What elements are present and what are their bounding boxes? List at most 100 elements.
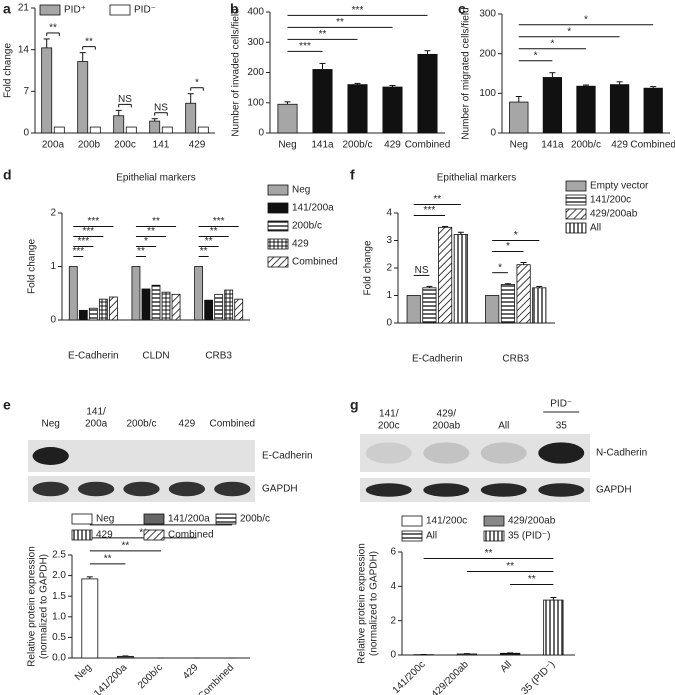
significance-label: ** — [137, 246, 145, 257]
x-tick-label: Neg — [510, 140, 528, 151]
panel-letter: d — [3, 167, 12, 183]
bar — [422, 287, 437, 324]
legend-swatch — [401, 515, 423, 527]
legend-label: 429 — [96, 530, 113, 541]
significance-label: ** — [122, 540, 130, 551]
y-tick-label: 1.5 — [52, 591, 66, 602]
y-axis-label: Fold change — [27, 239, 38, 294]
band-label: E-Cadherin — [262, 451, 313, 462]
bar — [312, 69, 333, 134]
significance-label: ** — [49, 23, 57, 34]
y-tick-label: 100 — [247, 97, 264, 108]
x-tick-label: 200a — [42, 140, 65, 151]
bar — [406, 295, 421, 324]
bar — [204, 299, 214, 321]
y-tick-label: 100 — [479, 88, 496, 99]
lane-label: 141/ — [379, 409, 399, 420]
x-tick-label: 141/200a — [92, 662, 130, 695]
lane-label: Neg — [42, 419, 60, 430]
y-tick-label: 300 — [479, 9, 496, 20]
x-tick-label: 35 (PID⁻) — [520, 659, 558, 695]
significance-label: * — [506, 241, 510, 252]
bar — [509, 101, 529, 134]
significance-label: *** — [352, 5, 364, 16]
x-tick-label: 141a — [541, 140, 564, 151]
bar — [516, 264, 531, 324]
bar — [125, 126, 137, 134]
x-tick-label: 429 — [384, 140, 401, 151]
legend-label: Neg — [292, 185, 310, 196]
legend-swatch — [39, 4, 61, 16]
significance-label: * — [584, 14, 588, 25]
y-axis-label: Number of invaded cells/field — [231, 8, 242, 136]
significance-label: ** — [200, 246, 208, 257]
band-label: GAPDH — [596, 485, 632, 496]
legend-label: Combined — [168, 530, 214, 541]
bar — [417, 53, 438, 134]
legend-label: 141/200c — [590, 195, 631, 206]
bar — [149, 120, 161, 134]
legend-swatch — [109, 4, 131, 16]
y-tick-label: 21 — [18, 3, 30, 14]
bar — [499, 652, 521, 656]
bar — [141, 288, 151, 321]
bar — [277, 103, 298, 134]
blot-band — [365, 442, 412, 464]
significance-label: ** — [210, 226, 218, 237]
significance-label: *** — [72, 246, 84, 257]
legend-label: 141/200a — [292, 203, 334, 214]
lane-group-label: PID⁻ — [550, 399, 572, 410]
significance-label: *** — [424, 205, 436, 216]
legend-label: 200b/c — [292, 221, 322, 232]
significance-label: ** — [433, 194, 441, 205]
bar — [108, 296, 118, 321]
x-tick-label: CRB3 — [502, 354, 529, 365]
legend-label: Neg — [96, 514, 114, 525]
bar — [116, 655, 134, 659]
bar — [609, 84, 630, 134]
bar — [543, 599, 564, 656]
bar — [500, 284, 515, 324]
legend-swatch — [565, 180, 587, 192]
blot-band — [32, 447, 69, 465]
y-tick-label: 200 — [479, 48, 496, 59]
y-tick-label: 200 — [247, 67, 264, 78]
y-tick-label: 2 — [386, 263, 392, 274]
significance-label: *** — [213, 216, 225, 227]
x-tick-label: All — [498, 659, 514, 675]
blot-band — [77, 481, 115, 497]
panel-letter: g — [350, 397, 359, 413]
significance-label: * — [534, 50, 538, 61]
bar — [485, 295, 500, 324]
legend-label: 141/200c — [426, 516, 467, 527]
chart-title: Epithelial markers — [116, 173, 195, 184]
bar — [41, 47, 53, 134]
x-tick-label: 200b — [78, 140, 101, 151]
lane-label: 141/ — [86, 407, 106, 418]
bar — [438, 226, 453, 324]
y-tick-label: 7 — [23, 86, 29, 97]
significance-label: ** — [485, 548, 493, 559]
bar — [214, 293, 224, 321]
legend-label: Empty vector — [590, 181, 649, 192]
y-tick-label: 300 — [247, 37, 264, 48]
blot-band — [214, 481, 251, 497]
x-tick-label: 429 — [189, 140, 206, 151]
y-tick-label: 1 — [386, 290, 392, 301]
blot-band — [423, 483, 470, 497]
y-tick-label: 0 — [50, 315, 56, 326]
bar — [643, 87, 663, 134]
significance-label: ** — [528, 574, 536, 585]
legend-label: 141/200a — [168, 514, 210, 525]
legend-swatch — [71, 529, 93, 541]
blot-band — [168, 481, 206, 497]
bar — [131, 266, 141, 321]
significance-label: ** — [152, 216, 160, 227]
x-tick-label: CRB3 — [205, 351, 232, 362]
y-axis-label: (normalized to GAPDH) — [369, 551, 380, 656]
panel-letter: f — [350, 167, 355, 183]
blot-band — [480, 483, 527, 497]
legend-swatch — [71, 513, 93, 525]
lane-label: 35 — [556, 421, 568, 432]
bar — [542, 77, 563, 134]
